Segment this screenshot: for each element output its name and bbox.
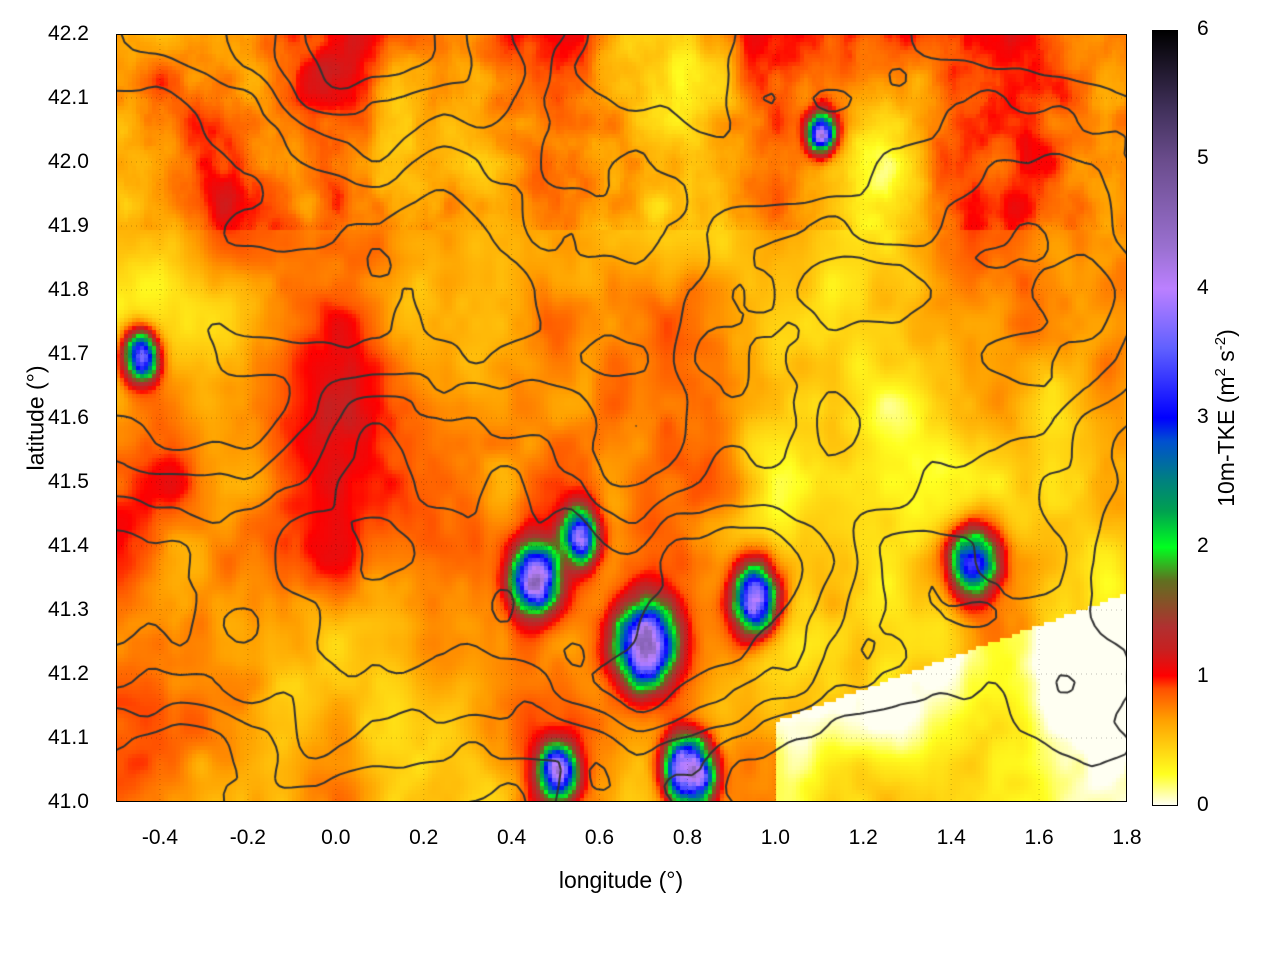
contour-lines xyxy=(116,34,1127,802)
x-tick-label: 1.6 xyxy=(1024,826,1054,849)
x-tick-label: 0.2 xyxy=(409,826,439,849)
colorbar-tick-label: 5 xyxy=(1197,146,1209,170)
x-tick-label: 1.0 xyxy=(760,826,790,849)
y-tick-label: 42.0 xyxy=(48,150,89,173)
y-tick-label: 41.3 xyxy=(48,598,89,621)
y-tick-label: 41.8 xyxy=(48,278,89,301)
colorbar-tick-label: 6 xyxy=(1197,17,1209,40)
x-tick-label: 1.4 xyxy=(936,826,966,849)
x-tick-label: 0.0 xyxy=(321,826,351,849)
y-tick-label: 42.1 xyxy=(48,86,89,109)
y-tick-label: 41.4 xyxy=(48,534,89,557)
grid-lines xyxy=(116,34,1127,802)
x-tick-label: 0.6 xyxy=(584,826,615,849)
y-axis-label: latitude (°) xyxy=(22,365,49,471)
y-tick-label: 41.9 xyxy=(48,214,89,237)
y-tick-label: 41.6 xyxy=(48,406,89,429)
plot-frame xyxy=(116,34,1127,802)
x-tick-label: 0.8 xyxy=(672,826,703,849)
colorbar-tick-label: 4 xyxy=(1197,275,1209,299)
y-tick-label: 42.2 xyxy=(48,22,89,45)
colorbar-tick-label: 0 xyxy=(1197,793,1209,816)
x-tick-label: 1.8 xyxy=(1112,826,1142,849)
x-axis-label: longitude (°) xyxy=(558,867,684,893)
x-tick-label: -0.2 xyxy=(229,826,266,849)
y-tick-label: 41.7 xyxy=(48,342,89,365)
heatmap-plot-area xyxy=(116,34,1127,802)
x-tick-label: 1.2 xyxy=(848,826,878,849)
x-tick-label: 0.4 xyxy=(496,826,527,849)
colorbar xyxy=(1152,30,1178,806)
x-tick-label: -0.4 xyxy=(141,826,179,849)
colorbar-tick-label: 2 xyxy=(1197,534,1209,558)
y-tick-label: 41.2 xyxy=(48,662,89,685)
y-tick-label: 41.5 xyxy=(48,470,89,493)
y-tick-label: 41.0 xyxy=(48,790,89,813)
colorbar-label: 10m-TKE (m2 s-2) xyxy=(1212,329,1239,507)
colorbar-tick-label: 1 xyxy=(1197,663,1209,687)
colorbar-tick-label: 3 xyxy=(1197,405,1209,428)
y-tick-label: 41.1 xyxy=(48,726,89,749)
